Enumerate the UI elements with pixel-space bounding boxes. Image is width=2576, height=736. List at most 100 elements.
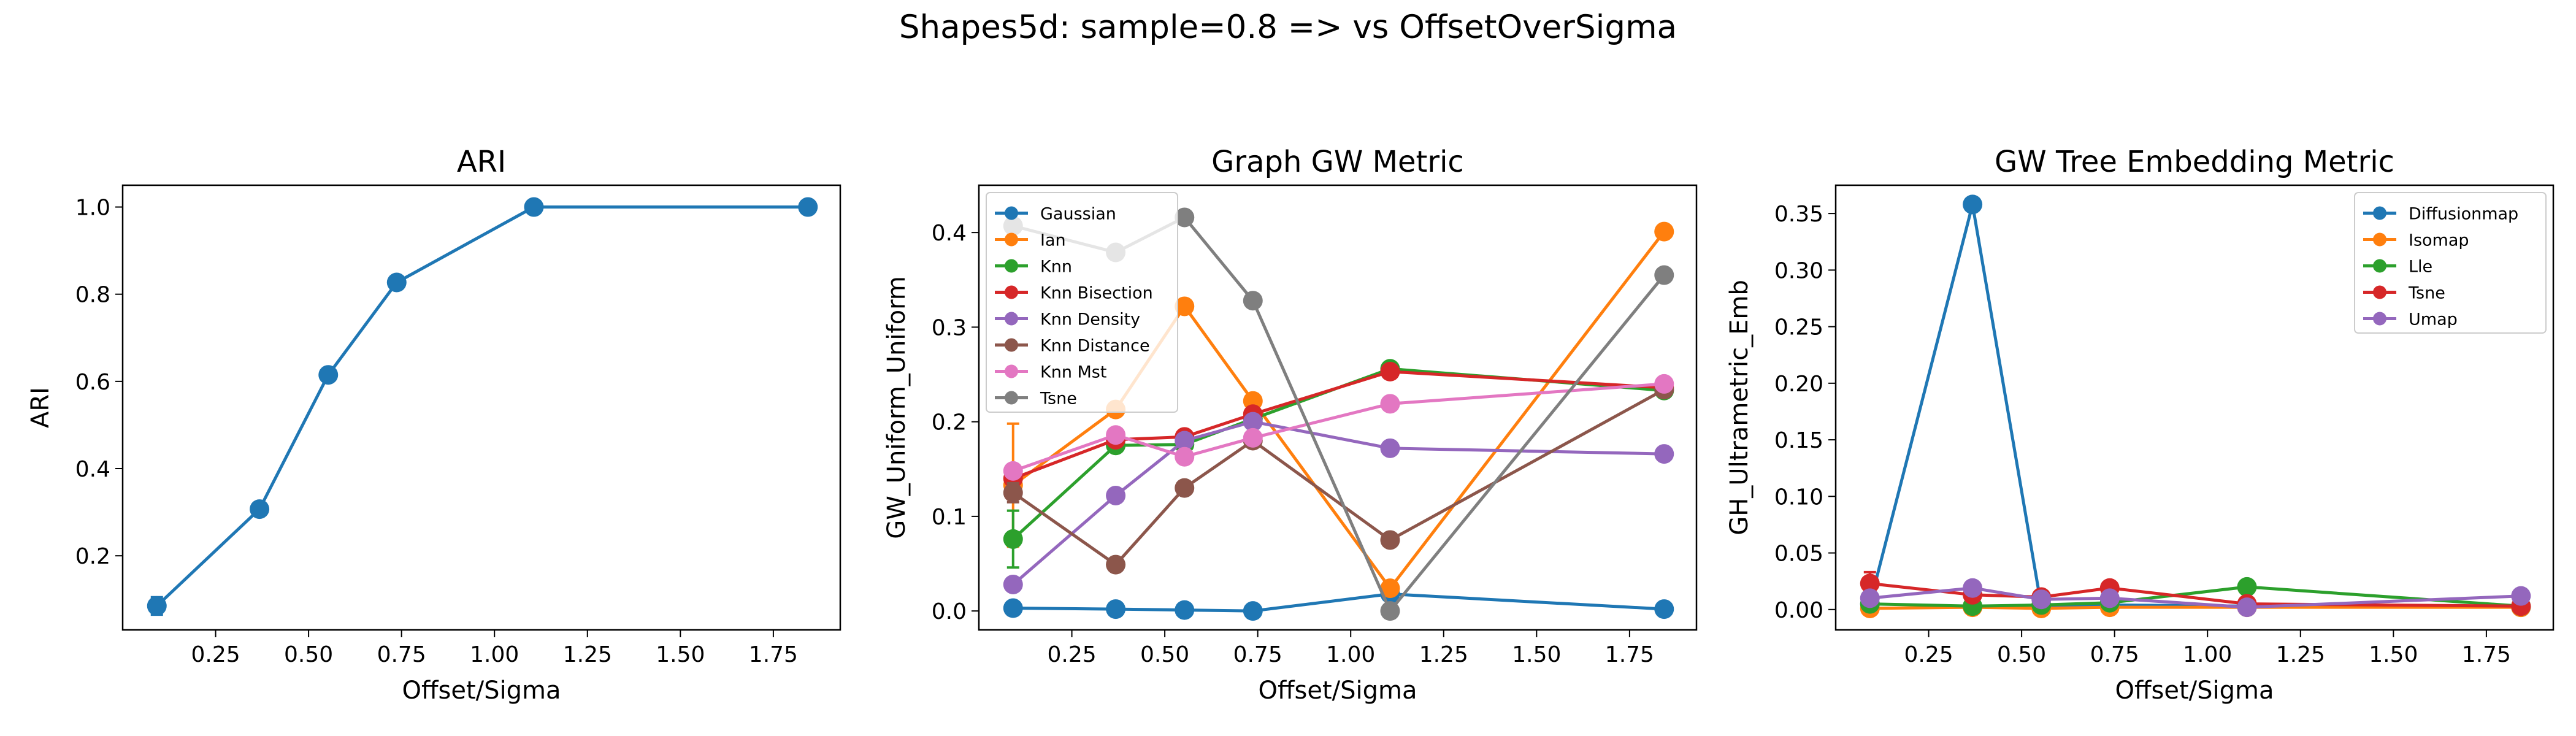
data-point xyxy=(1243,427,1263,448)
x-tick-label: 0.75 xyxy=(2090,642,2139,667)
data-point xyxy=(1654,221,1674,242)
data-point xyxy=(1175,600,1195,620)
x-tick-label: 0.50 xyxy=(1140,642,1189,667)
y-tick-label: 0.25 xyxy=(1774,315,1823,340)
data-point xyxy=(1106,425,1126,445)
y-tick-label: 0.05 xyxy=(1774,542,1823,567)
x-tick-label: 1.25 xyxy=(563,642,612,667)
legend-swatch-marker xyxy=(1005,312,1018,326)
legend-box xyxy=(986,192,1178,413)
legend: Diffusionmap Isomap Lle Tsne Umap xyxy=(2354,192,2547,334)
data-point xyxy=(1963,578,1983,598)
series-gaussian xyxy=(1003,584,1674,621)
data-point xyxy=(1106,599,1126,619)
legend-swatch-marker xyxy=(1005,206,1018,220)
series-line xyxy=(1013,592,1665,613)
x-tick-label: 1.50 xyxy=(2369,642,2418,667)
x-tick-label: 0.75 xyxy=(377,642,426,667)
panel-title: Graph GW Metric xyxy=(1211,145,1464,179)
data-point xyxy=(1106,485,1126,505)
y-tick-label: 0.10 xyxy=(1774,485,1823,510)
legend-swatch-marker xyxy=(1005,285,1018,299)
legend-label: Gaussian xyxy=(1040,205,1116,224)
y-tick-label: 0.6 xyxy=(75,370,110,395)
y-axis-label: GW_Uniform_Uniform xyxy=(883,276,911,539)
data-point xyxy=(1380,394,1400,414)
panel-title: ARI xyxy=(457,145,506,179)
figure-suptitle: Shapes5d: sample=0.8 => vs OffsetOverSig… xyxy=(899,9,1677,46)
legend-label: Tsne xyxy=(2408,284,2445,303)
series-ian xyxy=(1003,221,1674,599)
y-tick-label: 0.2 xyxy=(932,410,967,435)
y-tick-label: 1.0 xyxy=(75,196,110,221)
data-point xyxy=(147,596,167,616)
data-point xyxy=(318,365,339,385)
x-tick-label: 1.00 xyxy=(470,642,519,667)
data-point xyxy=(1243,291,1263,311)
y-tick-label: 0.00 xyxy=(1774,598,1823,623)
data-point xyxy=(1380,438,1400,458)
legend-label: Diffusionmap xyxy=(2409,205,2518,224)
data-point xyxy=(1380,530,1400,550)
legend-label: Umap xyxy=(2409,310,2458,329)
data-point xyxy=(1380,601,1400,621)
data-point xyxy=(1654,374,1674,394)
x-tick-label: 1.75 xyxy=(749,642,798,667)
legend-swatch-marker xyxy=(1005,391,1018,405)
series-line xyxy=(1012,388,1665,567)
data-point xyxy=(1175,296,1195,316)
x-tick-label: 1.25 xyxy=(1419,642,1468,667)
x-tick-label: 0.25 xyxy=(1047,642,1096,667)
legend-label: Tsne xyxy=(1040,389,1077,408)
data-point xyxy=(1003,598,1023,618)
series-line xyxy=(1012,231,1666,590)
y-tick-label: 0.2 xyxy=(75,544,110,569)
series-1 xyxy=(147,197,818,616)
x-tick-label: 0.25 xyxy=(1904,642,1953,667)
data-point xyxy=(1963,194,1983,215)
data-point xyxy=(1380,578,1400,599)
series-line xyxy=(1869,586,2521,609)
x-tick-label: 0.50 xyxy=(284,642,333,667)
y-axis-label: ARI xyxy=(26,387,55,428)
data-point xyxy=(524,197,544,217)
x-tick-label: 0.25 xyxy=(191,642,240,667)
x-tick-label: 1.50 xyxy=(656,642,705,667)
series-line xyxy=(1012,382,1665,473)
y-tick-label: 0.20 xyxy=(1774,372,1823,397)
data-point xyxy=(1003,461,1023,481)
legend-swatch-marker xyxy=(1005,232,1018,247)
y-tick-label: 0.3 xyxy=(932,315,967,340)
data-point xyxy=(1003,574,1023,594)
y-tick-label: 0.4 xyxy=(932,221,967,246)
y-axis-label: GH_Ultrametric_Emb xyxy=(1725,280,1754,535)
y-tick-label: 0.15 xyxy=(1774,428,1823,453)
data-point xyxy=(1243,412,1263,432)
series-line xyxy=(1869,585,2521,608)
panel-1: ARI 0.25 0.50 0.75 1.00 1.25 1.50 1.75 0.2 0.4 0.6… xyxy=(26,145,841,705)
data-point xyxy=(386,272,407,293)
legend: Gaussian Ian Knn Knn Bisection Knn Density Kn… xyxy=(986,192,1178,413)
legend-label: Knn Bisection xyxy=(1040,284,1153,303)
data-point xyxy=(2237,577,2257,597)
series-umap xyxy=(1860,578,2531,618)
x-tick-label: 1.50 xyxy=(1512,642,1561,667)
data-point xyxy=(250,499,270,519)
series-line xyxy=(156,205,808,607)
plot-frame xyxy=(121,184,841,631)
legend-label: Knn Density xyxy=(1040,310,1140,329)
x-axis-label: Offset/Sigma xyxy=(1258,677,1417,705)
legend-label: Knn Distance xyxy=(1040,337,1150,356)
panel-title: GW Tree Embedding Metric xyxy=(1995,145,2394,179)
y-tick-label: 0.1 xyxy=(932,505,967,530)
series-line xyxy=(1012,420,1665,586)
legend-label: Lle xyxy=(2409,258,2432,277)
data-point xyxy=(1003,529,1023,549)
data-point xyxy=(2031,589,2052,610)
data-point xyxy=(1175,478,1195,498)
plot-frame xyxy=(1834,184,2555,631)
x-axis-label: Offset/Sigma xyxy=(2115,677,2274,705)
series-line xyxy=(1012,370,1665,480)
y-tick-label: 0.8 xyxy=(75,283,110,308)
data-point xyxy=(1860,588,1880,608)
